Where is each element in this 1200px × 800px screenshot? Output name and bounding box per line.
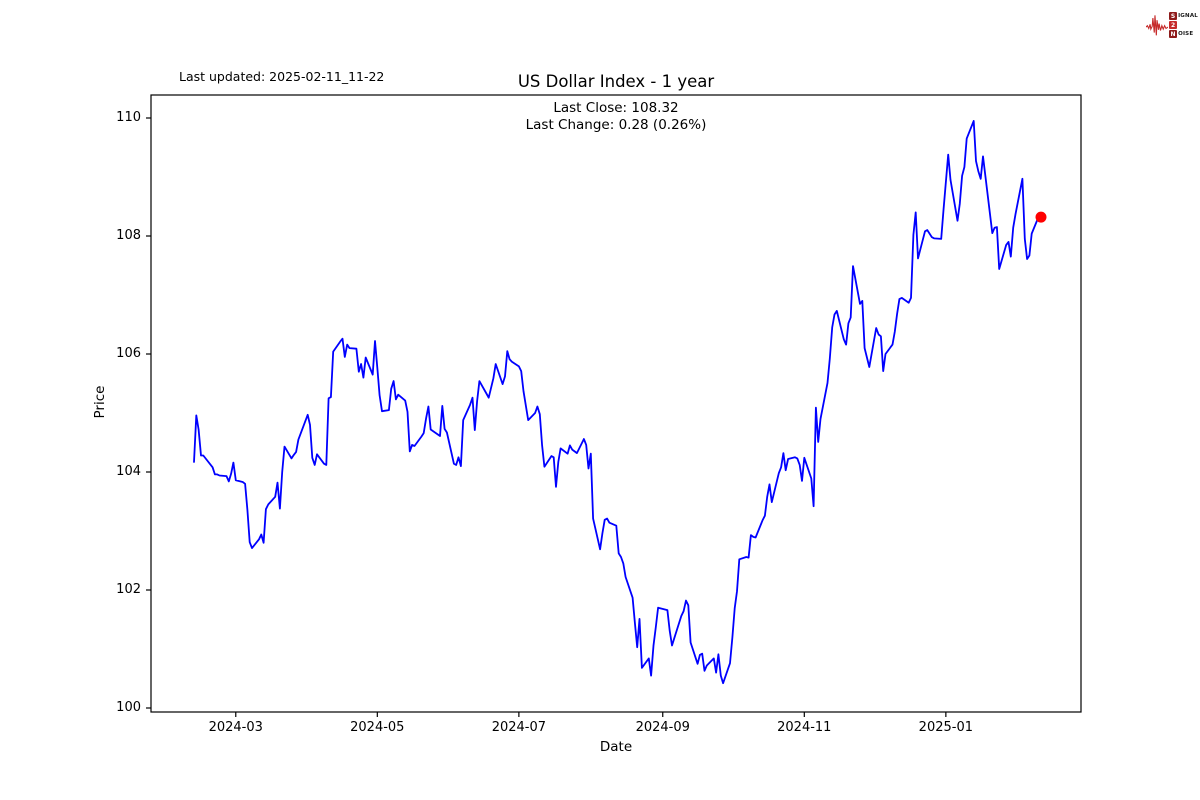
x-axis-label: Date [599,739,633,755]
logo-text-ignal: IGNAL [1178,13,1198,19]
logo-letter-n: N [1169,30,1178,38]
x-tick-label: 2024-09 [635,720,690,735]
y-axis-label: Price [92,385,108,419]
last-change-text: Last Change: 0.28 (0.26%) [525,116,707,133]
chart-title: US Dollar Index - 1 year [517,72,715,91]
y-tick-label: 110 [116,110,141,125]
last-close-text: Last Close: 108.32 [553,100,679,116]
logo-letter-s: S [1169,12,1178,20]
y-tick-label: 104 [116,464,141,479]
x-tick-label: 2025-01 [918,720,973,735]
x-tick-label: 2024-05 [350,720,405,735]
ecg-waveform-icon [1146,15,1169,36]
last-updated-annotation: Last updated: 2025-02-11_11-22 [179,69,385,84]
x-tick-label: 2024-11 [777,720,832,735]
logo-text-oise: OISE [1178,31,1194,37]
y-tick-label: 108 [116,228,141,243]
x-tick-label: 2024-03 [208,720,263,735]
chart-subtitle: Last Close: 108.32 Last Change: 0.28 (0.… [526,100,707,133]
price-series-line [193,120,1042,685]
y-tick-label: 100 [116,700,141,715]
x-tick-label: 2024-07 [491,720,547,735]
last-close-marker [1035,211,1047,223]
signal-noise-logo: S IGNAL 2 N OISE [1146,5,1198,45]
plot-border [150,94,1082,713]
y-tick-label: 102 [116,582,141,597]
logo-letter-2: 2 [1169,21,1178,29]
y-tick-label: 106 [116,346,141,361]
